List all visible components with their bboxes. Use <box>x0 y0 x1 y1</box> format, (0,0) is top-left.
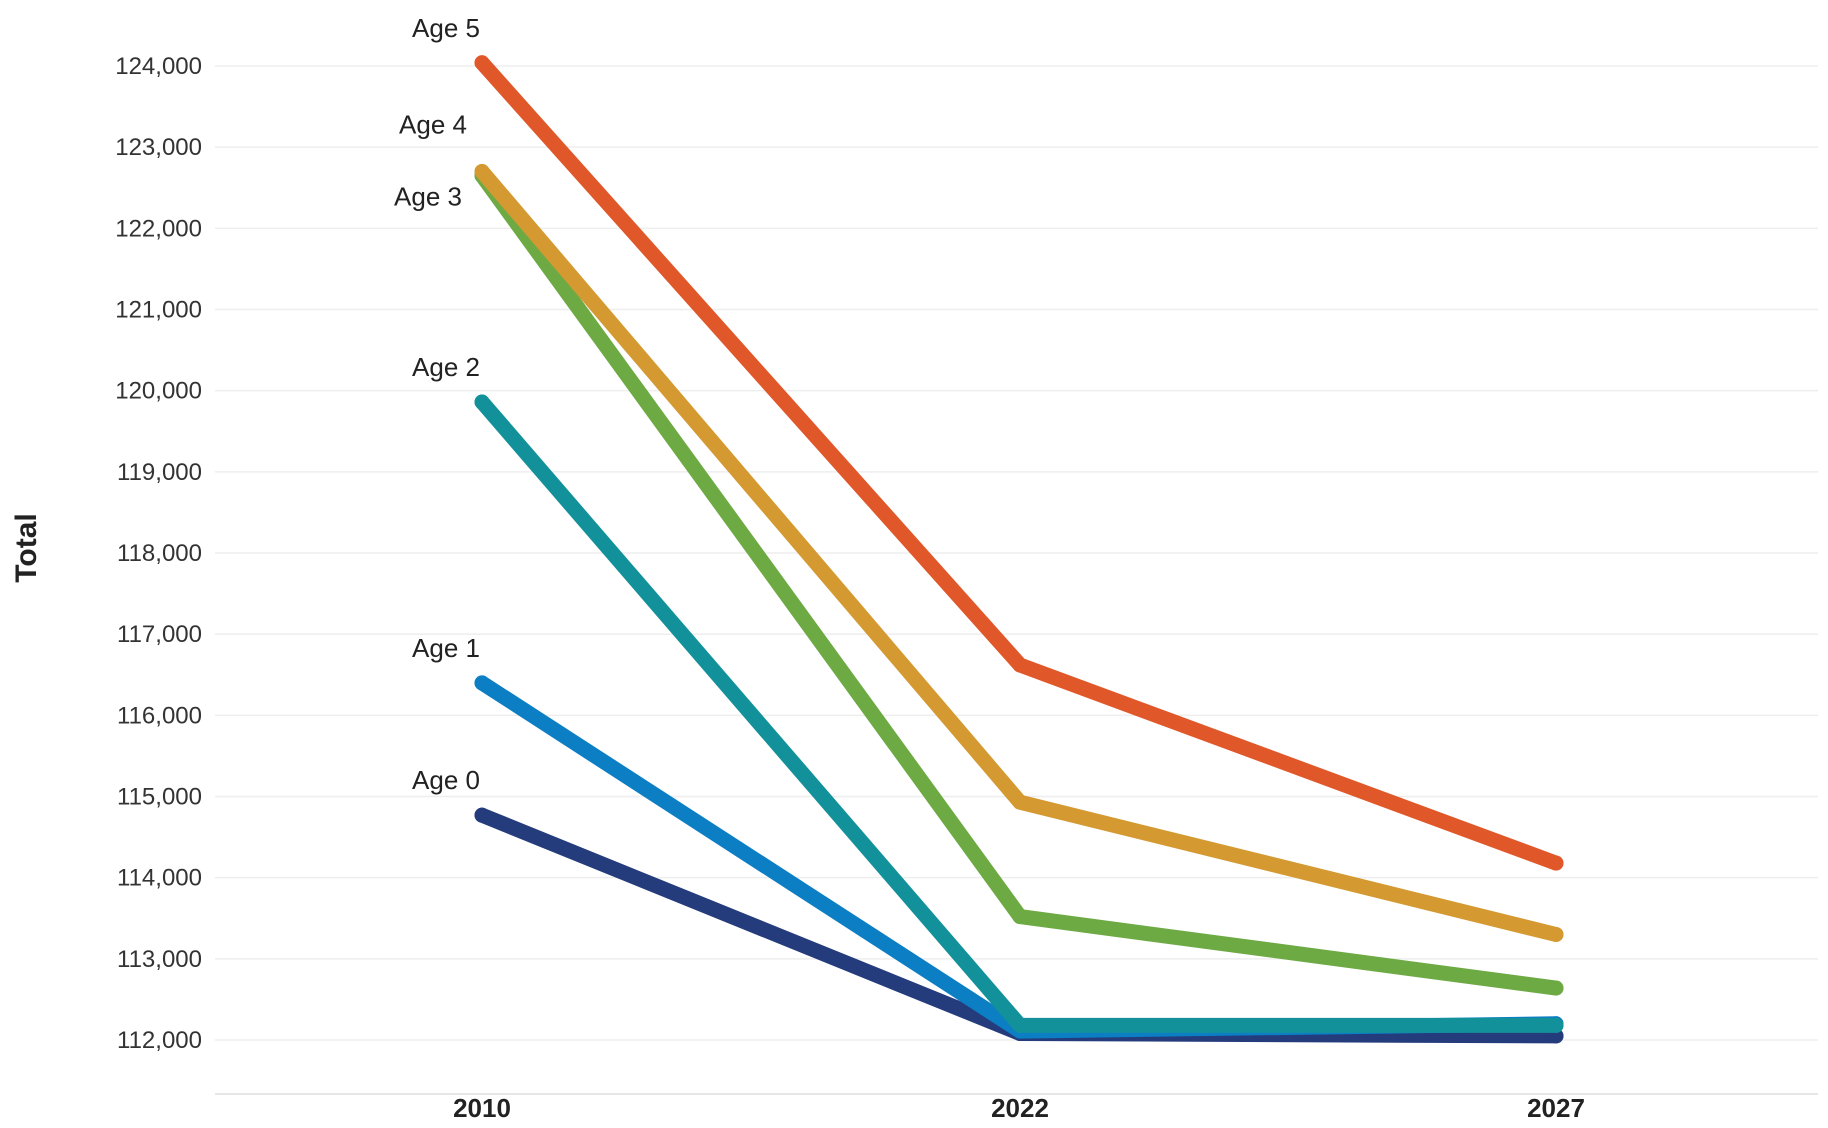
series-label: Age 1 <box>412 633 480 663</box>
series-line-age-1 <box>474 675 1564 1039</box>
series-group <box>474 55 1564 1044</box>
y-tick-label: 123,000 <box>115 134 202 161</box>
data-point <box>1012 909 1028 925</box>
y-tick-label: 116,000 <box>117 702 202 729</box>
y-tick-label: 119,000 <box>117 459 202 486</box>
series-label: Age 2 <box>412 352 480 382</box>
y-tick-label: 122,000 <box>115 215 202 242</box>
series-label: Age 0 <box>412 765 480 795</box>
series-line-age-0 <box>474 807 1564 1044</box>
x-tick-label: 2022 <box>991 1093 1049 1123</box>
y-tick-label: 112,000 <box>117 1027 202 1054</box>
data-point <box>474 807 490 823</box>
series-line-age-2 <box>474 394 1564 1033</box>
y-tick-label: 121,000 <box>115 297 202 324</box>
y-tick-label: 124,000 <box>115 53 202 80</box>
y-tick-label: 115,000 <box>117 784 202 811</box>
y-tick-label: 120,000 <box>115 378 202 405</box>
series-label: Age 3 <box>394 182 462 212</box>
data-point <box>1012 657 1028 673</box>
data-point <box>1012 1017 1028 1033</box>
y-tick-label: 118,000 <box>117 540 202 567</box>
x-axis-ticks: 2010 2022 2027 <box>453 1093 1585 1123</box>
data-point <box>1548 1017 1564 1033</box>
x-tick-label: 2010 <box>453 1093 511 1123</box>
data-point <box>474 164 490 180</box>
data-point <box>1548 980 1564 996</box>
y-tick-label: 114,000 <box>117 865 202 892</box>
x-tick-label: 2027 <box>1527 1093 1585 1123</box>
grid <box>215 65 1818 1041</box>
data-point <box>1548 926 1564 942</box>
y-axis-ticks: 112,000 113,000 114,000 115,000 116,000 117,0… <box>115 53 202 1054</box>
data-point <box>474 394 490 410</box>
data-point <box>1012 794 1028 810</box>
data-point <box>474 55 490 71</box>
data-point <box>474 675 490 691</box>
series-line-age-5 <box>474 55 1564 871</box>
series-label: Age 4 <box>399 110 467 140</box>
series-labels: Age 0 Age 1 Age 2 Age 3 Age 4 Age 5 <box>394 13 480 795</box>
data-point <box>1548 855 1564 871</box>
series-label: Age 5 <box>412 13 480 43</box>
y-tick-label: 113,000 <box>117 946 202 973</box>
y-tick-label: 117,000 <box>117 621 202 648</box>
y-axis-title: Total <box>10 513 43 582</box>
